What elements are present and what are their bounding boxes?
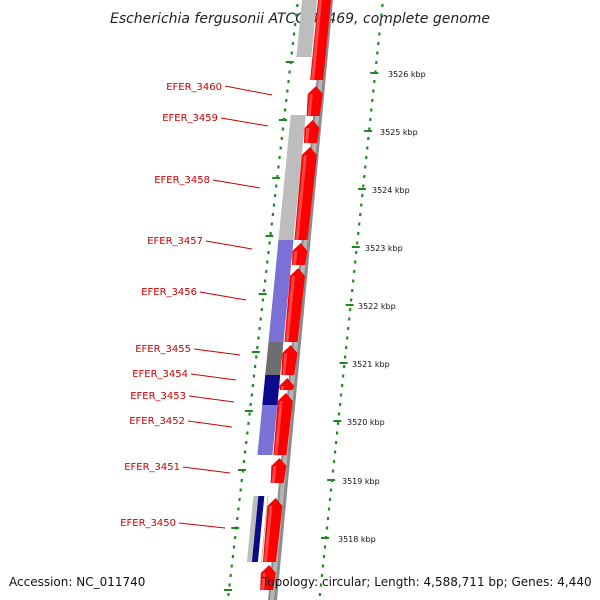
gene-labels: EFER_3460 EFER_3459 EFER_3458 EFER_3457 … [120, 82, 222, 529]
gene-label-efer-3454[interactable]: EFER_3454 [132, 369, 188, 380]
cds-highlight [295, 155, 307, 240]
cds-highlight [304, 128, 310, 143]
forward-strand-features [260, 0, 331, 590]
kbp-label-3520: 3520 kbp [347, 418, 385, 427]
feature-block [257, 405, 278, 455]
leader-line [224, 85, 273, 96]
kbp-tick-marks [223, 61, 379, 591]
map-title: Escherichia fergusonii ATCC 35469, compl… [110, 11, 490, 27]
feature-block [296, 0, 317, 57]
feature-strand-blocks [246, 0, 317, 562]
kbp-label-3522: 3522 kbp [358, 302, 396, 311]
leader-line [212, 179, 261, 189]
kbp-label-3518: 3518 kbp [338, 535, 376, 544]
gene-label-efer-3458[interactable]: EFER_3458 [154, 175, 210, 186]
kbp-label-3523: 3523 kbp [365, 244, 403, 253]
leader-line [205, 240, 253, 250]
gene-label-efer-3450[interactable]: EFER_3450 [120, 518, 176, 529]
kbp-labels: 3526 kbp 3525 kbp 3524 kbp 3523 kbp 3522… [338, 70, 426, 544]
gene-label-efer-3460[interactable]: EFER_3460 [166, 82, 222, 93]
cds-highlight [311, 0, 322, 80]
cds-highlight [282, 353, 288, 375]
cds-highlight [285, 276, 295, 342]
feature-block [262, 375, 281, 405]
gene-label-efer-3457[interactable]: EFER_3457 [147, 236, 203, 247]
leader-line [187, 420, 233, 428]
left-tick-rail [227, 3, 299, 597]
gene-label-efer-3456[interactable]: EFER_3456 [141, 287, 197, 298]
topology-text: Topology: circular; Length: 4,588,711 bp… [261, 575, 592, 589]
kbp-label-3521: 3521 kbp [352, 360, 390, 369]
cds-highlight [274, 401, 283, 455]
kbp-label-3524: 3524 kbp [372, 186, 410, 195]
cds-highlight [261, 573, 266, 590]
kbp-label-3525: 3525 kbp [380, 128, 418, 137]
feature-block [251, 496, 265, 562]
gene-label-leaders [178, 85, 273, 529]
leader-line [188, 395, 235, 403]
gene-label-efer-3452[interactable]: EFER_3452 [129, 416, 185, 427]
gene-label-efer-3459[interactable]: EFER_3459 [162, 113, 218, 124]
kbp-label-3519: 3519 kbp [342, 477, 380, 486]
leader-line [190, 373, 237, 381]
cds-highlight [263, 506, 273, 562]
leader-line [220, 117, 269, 127]
gene-label-efer-3451[interactable]: EFER_3451 [124, 462, 180, 473]
leader-line [182, 466, 231, 474]
cds-highlight [280, 386, 285, 390]
feature-block [268, 240, 294, 342]
leader-line [193, 348, 241, 356]
leader-line [199, 291, 247, 301]
leader-line [178, 522, 226, 529]
feature-block [265, 342, 284, 375]
cds-highlight [293, 251, 298, 265]
feature-gap [257, 496, 268, 562]
accession-text: Accession: NC_011740 [9, 575, 145, 589]
right-tick-rail [318, 3, 384, 597]
gene-label-efer-3453[interactable]: EFER_3453 [130, 391, 186, 402]
cds-highlight [271, 466, 277, 483]
feature-block [278, 115, 306, 240]
kbp-label-3526: 3526 kbp [388, 70, 426, 79]
cds-highlight [307, 94, 313, 116]
gene-label-efer-3455[interactable]: EFER_3455 [135, 344, 191, 355]
